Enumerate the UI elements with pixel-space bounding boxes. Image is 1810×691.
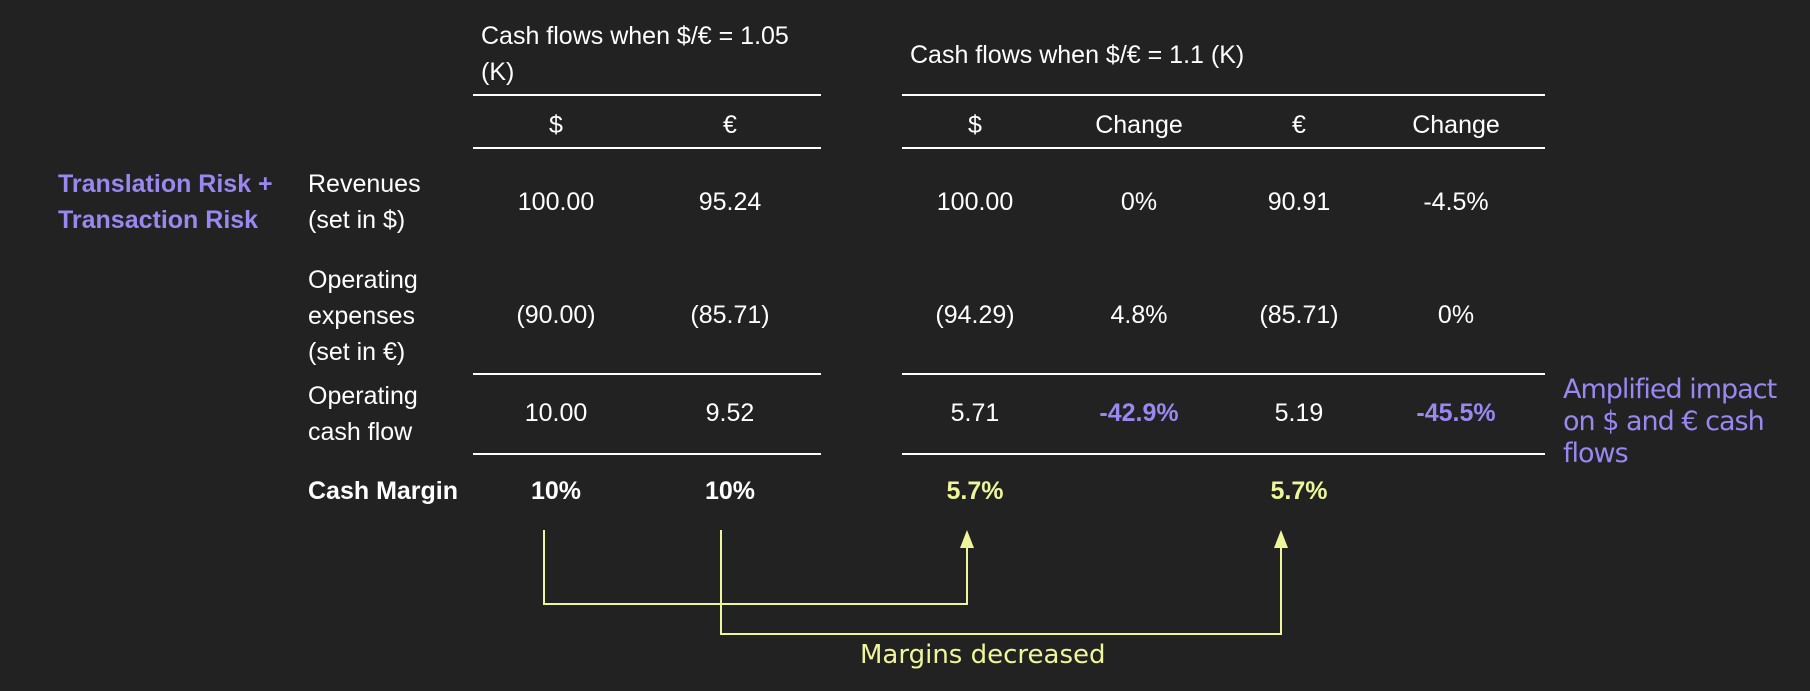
rule-top-group1 xyxy=(473,94,821,96)
cell-revenues-eur-1: 95.24 xyxy=(698,188,762,216)
rule-header-group2 xyxy=(902,147,1545,149)
group1-header: Cash flows when $/€ = 1.05 (K) xyxy=(481,22,789,86)
cell-revenues-change-eur: -4.5% xyxy=(1423,188,1489,216)
cell-ocf-usd-2: 5.71 xyxy=(950,399,1000,427)
cell-opex-usd-2: (94.29) xyxy=(935,301,1015,329)
col-header-usd-1: $ xyxy=(549,111,563,139)
cell-margin-eur-1: 10% xyxy=(704,477,756,505)
cell-opex-eur-2: (85.71) xyxy=(1259,301,1339,329)
risk-type-label: Translation Risk + Transaction Risk xyxy=(58,170,273,234)
cell-margin-eur-2: 5.7% xyxy=(1270,477,1328,505)
col-header-usd-2: $ xyxy=(968,111,982,139)
cell-revenues-usd-2: 100.00 xyxy=(936,188,1014,216)
cell-ocf-eur-2: 5.19 xyxy=(1274,399,1324,427)
rule-total-group2 xyxy=(902,453,1545,455)
cell-margin-usd-1: 10% xyxy=(530,477,582,505)
col-header-eur-1: € xyxy=(723,111,737,139)
cell-revenues-usd-1: 100.00 xyxy=(517,188,595,216)
row-label-operating-expenses: Operating expenses (set in €) xyxy=(308,266,418,366)
rule-subtotal-group1 xyxy=(473,373,821,375)
rule-subtotal-group2 xyxy=(902,373,1545,375)
cell-opex-usd-1: (90.00) xyxy=(516,301,596,329)
col-header-change-usd: Change xyxy=(1095,111,1183,139)
cell-ocf-eur-1: 9.52 xyxy=(705,399,755,427)
rule-header-group1 xyxy=(473,147,821,149)
row-label-operating-cash-flow: Operating cash flow xyxy=(308,382,418,446)
cell-ocf-usd-1: 10.00 xyxy=(524,399,588,427)
cell-revenues-change-usd: 0% xyxy=(1120,188,1158,216)
margin-arrow-eur xyxy=(720,530,1282,635)
margin-arrow-usd xyxy=(543,530,968,605)
arrowhead-eur xyxy=(1274,530,1288,548)
rule-top-group2 xyxy=(902,94,1545,96)
row-label-cash-margin: Cash Margin xyxy=(308,477,459,505)
cell-revenues-eur-2: 90.91 xyxy=(1267,188,1331,216)
col-header-eur-2: € xyxy=(1292,111,1306,139)
row-label-revenues: Revenues (set in $) xyxy=(308,170,421,234)
cell-ocf-change-eur: -45.5% xyxy=(1416,399,1496,427)
cell-opex-change-usd: 4.8% xyxy=(1110,301,1168,329)
rule-total-group1 xyxy=(473,453,821,455)
cell-margin-usd-2: 5.7% xyxy=(946,477,1004,505)
margins-decreased-note: Margins decreased xyxy=(860,640,1106,670)
group2-header: Cash flows when $/€ = 1.1 (K) xyxy=(910,41,1245,69)
cell-opex-change-eur: 0% xyxy=(1437,301,1475,329)
amplified-impact-note: Amplified impact on $ and € cash flows xyxy=(1563,374,1777,469)
arrowhead-usd xyxy=(960,530,974,548)
col-header-change-eur: Change xyxy=(1412,111,1500,139)
cell-ocf-change-usd: -42.9% xyxy=(1099,399,1179,427)
cell-opex-eur-1: (85.71) xyxy=(690,301,770,329)
